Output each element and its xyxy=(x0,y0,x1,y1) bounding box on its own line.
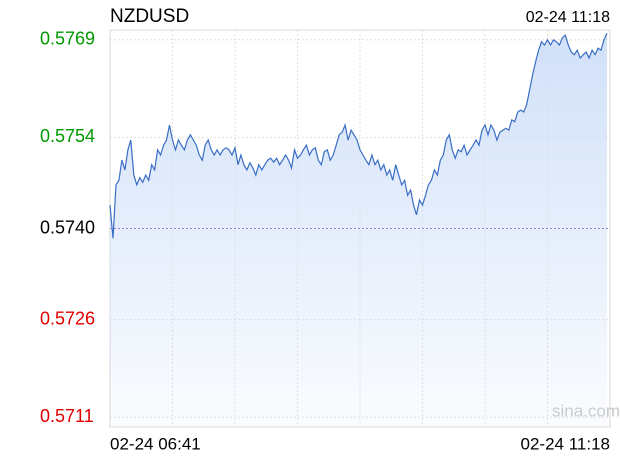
y-tick-label: 0.5769 xyxy=(40,29,95,49)
timestamp: 02-24 11:18 xyxy=(526,9,610,26)
chart-title: NZDUSD xyxy=(110,6,189,27)
x-end-label: 02-24 11:18 xyxy=(521,434,610,453)
y-tick-label: 0.5711 xyxy=(40,406,94,426)
x-start-label: 02-24 06:41 xyxy=(110,434,201,453)
y-tick-label: 0.5754 xyxy=(40,126,95,146)
y-tick-label: 0.5740 xyxy=(40,217,95,237)
y-tick-label: 0.5726 xyxy=(40,308,95,328)
price-line xyxy=(109,33,608,239)
area xyxy=(110,33,607,428)
